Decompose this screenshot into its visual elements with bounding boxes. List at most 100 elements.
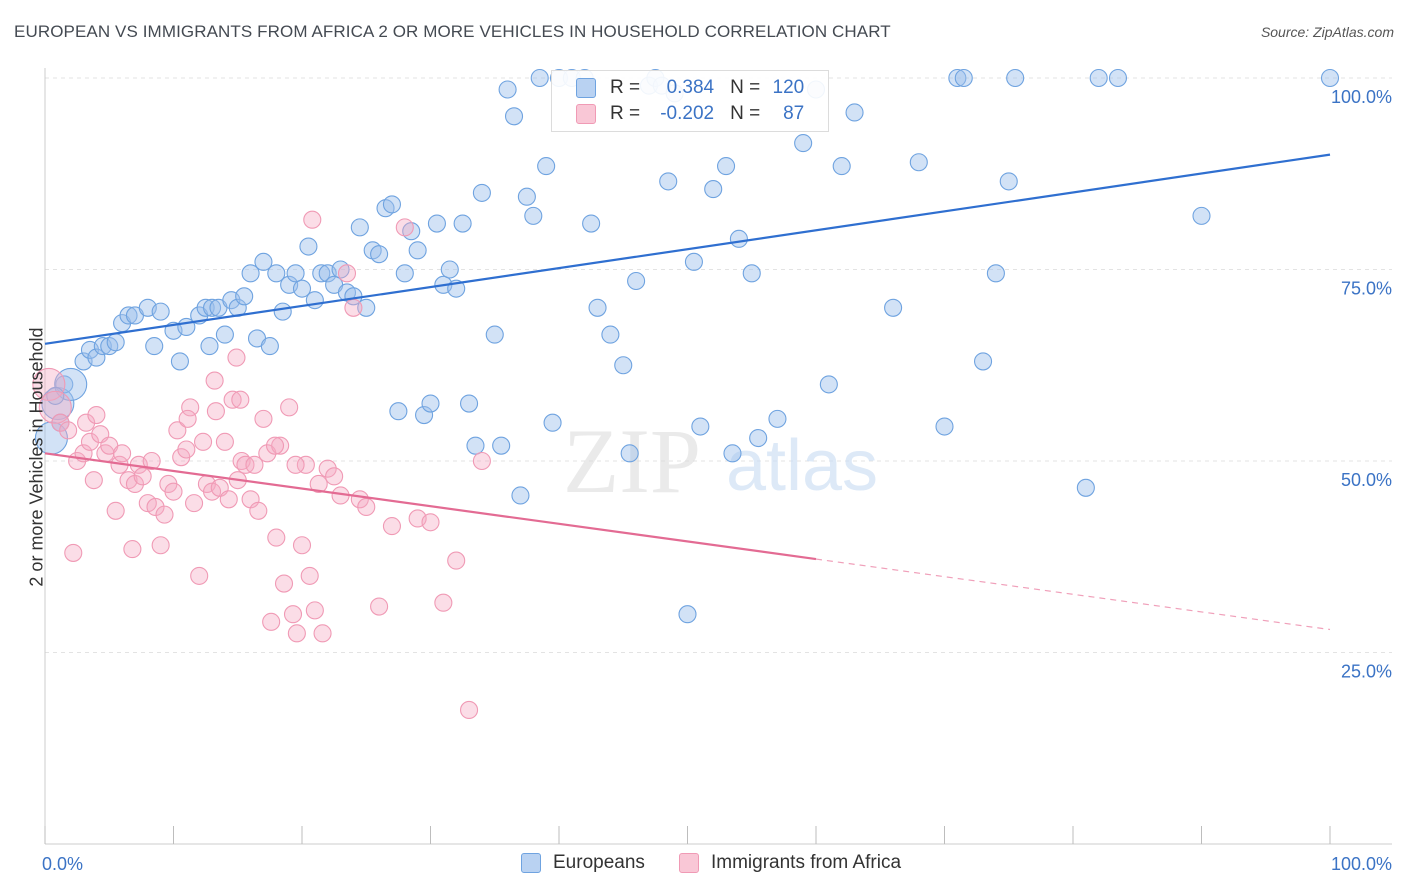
data-point: [370, 597, 389, 616]
data-point: [219, 490, 238, 509]
data-point: [80, 432, 100, 451]
data-point: [749, 428, 768, 448]
data-point: [300, 566, 319, 585]
grid-lines: [45, 77, 1392, 653]
data-point: [742, 264, 761, 283]
data-point: [292, 279, 312, 298]
data-point: [286, 264, 305, 283]
trend-lines: [44, 153, 1331, 631]
data-point: [517, 187, 536, 206]
data-point: [954, 68, 973, 88]
data-point: [305, 601, 324, 620]
data-point: [38, 390, 72, 424]
data-point: [271, 436, 290, 455]
data-point: [530, 68, 549, 88]
data-point: [196, 298, 215, 317]
data-point: [51, 413, 70, 432]
data-point: [357, 497, 376, 517]
data-point: [194, 432, 213, 451]
trend-line-africa: [44, 452, 817, 561]
data-point: [241, 264, 260, 283]
data-point: [537, 157, 556, 176]
data-point: [231, 390, 250, 409]
data-point: [395, 264, 414, 283]
legend-item-africa[interactable]: Immigrants from Africa: [679, 852, 901, 874]
data-point: [155, 505, 174, 524]
n-label: N =: [730, 77, 761, 98]
data-point: [113, 444, 132, 463]
data-point: [313, 624, 332, 643]
data-point: [440, 260, 459, 279]
data-point: [447, 551, 466, 570]
data-point: [986, 264, 1005, 283]
n-label: N =: [730, 103, 761, 124]
data-point: [408, 241, 427, 260]
data-point: [87, 405, 106, 425]
data-point: [170, 352, 189, 371]
data-point: [325, 467, 344, 486]
data-point: [203, 298, 222, 317]
data-point: [819, 375, 838, 394]
data-point: [427, 214, 446, 233]
series-europeans: [34, 68, 1340, 624]
data-point: [485, 325, 504, 344]
data-point: [845, 103, 864, 122]
data-point: [389, 402, 408, 421]
data-point: [794, 134, 813, 153]
data-point: [337, 264, 357, 283]
data-point: [318, 459, 337, 478]
data-point: [303, 210, 322, 229]
data-point: [249, 501, 268, 520]
correlation-legend: R = 0.384 N = 120 R = -0.202 N = 87: [551, 70, 829, 132]
data-point: [262, 612, 281, 631]
legend-label-africa: Immigrants from Africa: [711, 852, 902, 873]
data-point: [973, 352, 993, 371]
y-tick-label: 25.0%: [1341, 662, 1392, 682]
trend-line-africa-extension: [815, 558, 1331, 631]
data-point: [177, 440, 196, 459]
data-point: [223, 390, 242, 409]
data-point: [1108, 68, 1128, 88]
data-point: [627, 271, 646, 291]
data-point: [524, 206, 543, 225]
data-point: [453, 214, 472, 233]
data-point: [267, 528, 286, 547]
data-point: [1076, 478, 1095, 497]
data-point: [909, 153, 928, 172]
axes: [44, 68, 1392, 845]
series-immigrants-from-africa: [32, 210, 491, 720]
legend-item-europeans[interactable]: Europeans: [521, 852, 645, 874]
data-point: [1320, 68, 1340, 88]
tick-labels: 25.0% 50.0% 75.0% 100.0% 0.0% 100.0%: [42, 87, 1392, 874]
data-point: [421, 394, 440, 413]
data-point: [382, 517, 402, 536]
data-point: [999, 172, 1018, 191]
data-point: [511, 486, 530, 505]
y-tick-label: 75.0%: [1341, 279, 1392, 299]
data-point: [1006, 68, 1025, 88]
data-point: [215, 432, 234, 451]
data-point: [205, 371, 224, 390]
data-point: [370, 245, 389, 264]
data-point: [77, 413, 96, 432]
data-point: [466, 436, 485, 455]
data-point: [492, 436, 511, 455]
legend-row-africa: R = -0.202 N = 87: [576, 102, 804, 126]
data-point: [684, 252, 703, 271]
data-point: [723, 444, 742, 463]
source-label: Source: ZipAtlas.com: [1260, 24, 1394, 40]
data-point: [498, 80, 517, 99]
data-point: [299, 237, 318, 256]
data-point: [168, 421, 187, 440]
data-point: [292, 536, 312, 555]
data-point: [84, 471, 103, 490]
data-point: [296, 455, 315, 474]
r-label: R =: [610, 77, 641, 98]
data-point: [274, 574, 294, 593]
data-point: [305, 291, 324, 310]
data-point: [884, 298, 903, 317]
data-point: [87, 348, 106, 367]
data-point: [459, 700, 479, 720]
data-point: [678, 605, 697, 624]
